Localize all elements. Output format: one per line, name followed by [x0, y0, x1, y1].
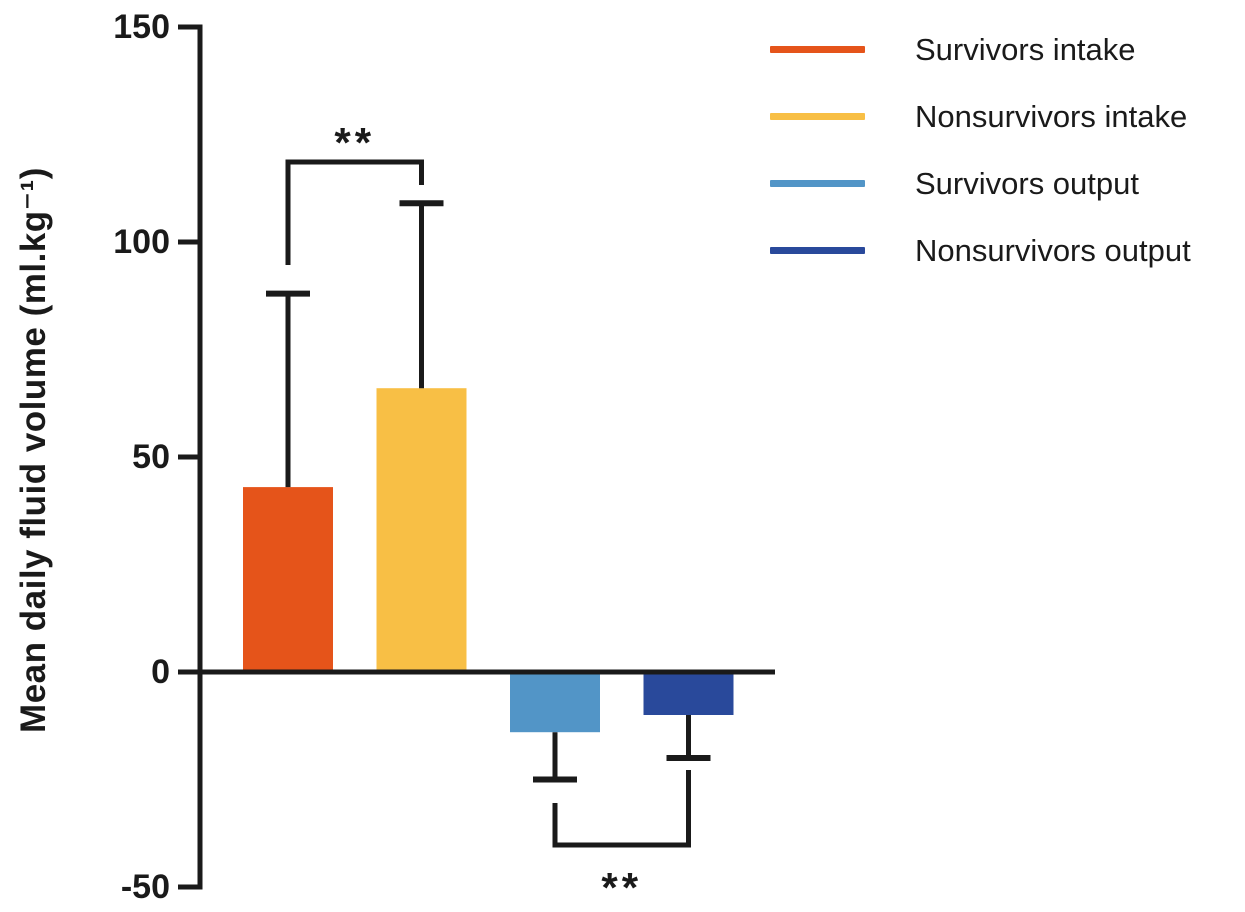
legend-swatch-icon: [770, 113, 865, 120]
legend-swatch-icon: [770, 180, 865, 187]
legend-label: Nonsurvivors intake: [915, 98, 1188, 134]
y-tick-label: 150: [113, 8, 170, 46]
legend-item-survivors-output: Survivors output: [770, 150, 1191, 217]
y-tick-label: 100: [113, 223, 170, 261]
legend-swatch-icon: [770, 46, 865, 53]
legend-label: Survivors output: [915, 165, 1139, 201]
bar-nonsurvivors-intake: [376, 388, 467, 672]
chart-legend: Survivors intake Nonsurvivors intake Sur…: [770, 16, 1191, 284]
y-tick-label: -50: [121, 868, 170, 906]
legend-label: Nonsurvivors output: [915, 232, 1191, 268]
y-tick-label: 0: [151, 653, 170, 691]
y-tick-label: 50: [132, 438, 170, 476]
significance-label: **: [334, 119, 375, 166]
legend-swatch-icon: [770, 247, 865, 254]
bar-survivors-intake: [243, 487, 333, 672]
legend-item-nonsurvivors-output: Nonsurvivors output: [770, 217, 1191, 284]
legend-item-nonsurvivors-intake: Nonsurvivors intake: [770, 83, 1191, 150]
y-axis-title: Mean daily fluid volume (ml.kg⁻¹): [14, 167, 53, 733]
significance-label: **: [601, 864, 642, 911]
significance-bracket: [285, 159, 424, 265]
bar-survivors-output: [510, 672, 600, 733]
legend-label: Survivors intake: [915, 31, 1136, 67]
bar-nonsurvivors-output: [643, 672, 734, 715]
significance-bracket: [552, 770, 691, 848]
legend-item-survivors-intake: Survivors intake: [770, 16, 1191, 83]
